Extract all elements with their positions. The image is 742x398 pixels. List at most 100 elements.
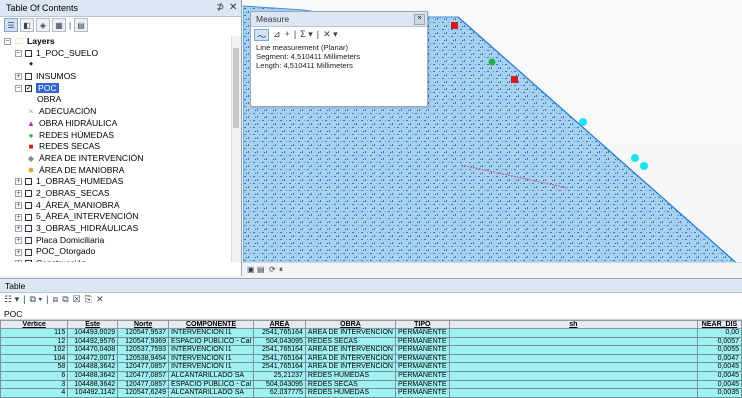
toc-item[interactable]: +4_ÁREA_MANIOBRA <box>4 200 230 212</box>
data-view-icon[interactable]: ▣ <box>247 265 255 274</box>
related-tables-icon[interactable]: ⧉ ▾ <box>29 294 43 304</box>
table-row[interactable]: 12 104492,9576 120547,9369 ESPACIO PÚBLICO … <box>0 336 742 347</box>
expand-icon[interactable]: + <box>15 260 22 262</box>
toc-item[interactable]: ◆ <box>4 59 230 71</box>
list-by-selection-icon[interactable]: ▦ <box>52 18 66 32</box>
toc-item[interactable]: OBRA <box>4 94 230 106</box>
clear-selection-icon[interactable]: ☒ <box>72 294 81 304</box>
expand-icon[interactable]: + <box>15 73 22 81</box>
table-options-icon[interactable]: ☷ ▾ <box>4 294 20 304</box>
expand-icon[interactable]: + <box>15 201 22 209</box>
toc-item[interactable]: − 🗀 Layers <box>4 36 230 48</box>
layer-visibility-checkbox[interactable] <box>25 201 32 209</box>
layer-visibility-checkbox[interactable] <box>25 213 32 221</box>
table-row[interactable]: 4 104492,1142 120547,6249 ALCANTARILLADO SA… <box>0 388 742 398</box>
toc-item[interactable]: ■ REDES SECAS <box>4 141 230 153</box>
table-cell: INTERVENCION I1 <box>168 328 255 338</box>
toc-item[interactable]: +3_OBRAS_HIDRÁULICAS <box>4 223 230 235</box>
toc-item[interactable]: ◆ ÁREA DE INTERVENCIÓN <box>4 153 230 165</box>
toc-item[interactable]: − ✓ POC <box>4 82 230 95</box>
scrollbar-thumb[interactable] <box>233 48 239 128</box>
measure-feature-icon[interactable]: + <box>284 29 290 39</box>
toc-item[interactable]: ▲ OBRA HIDRÁULICA <box>4 118 230 130</box>
toc-item[interactable]: + POC_Otorgado <box>4 246 230 258</box>
layer-visibility-checkbox[interactable] <box>25 260 32 262</box>
options-icon[interactable]: ▤ <box>74 18 88 32</box>
zoom-to-selected-icon[interactable]: ⎘ <box>84 294 92 304</box>
toc-item[interactable]: +5_ÁREA_INTERVENCIÓN <box>4 211 230 223</box>
layer-visibility-checkbox[interactable] <box>25 248 32 256</box>
table-row[interactable]: 104 104472,0071 120538,9454 INTERVENCION I1… <box>0 353 742 364</box>
expand-icon[interactable]: + <box>15 178 22 186</box>
layer-visibility-checkbox[interactable] <box>25 73 32 81</box>
toc-item[interactable]: ✸ ÁREA DE MANIOBRA <box>4 165 230 177</box>
cyan-point <box>640 162 648 170</box>
layer-visibility-checkbox[interactable] <box>25 236 32 244</box>
table-row[interactable]: 102 104470,0408 120537,7593 INTERVENCION I1… <box>0 345 742 355</box>
table-tab-poc[interactable]: POC <box>0 308 742 320</box>
column-header[interactable]: Vértice <box>0 320 69 329</box>
expand-icon[interactable]: + <box>15 213 22 221</box>
refresh-icon[interactable]: ⟳ <box>269 265 276 274</box>
table-cell: REDES SECAS <box>304 336 396 347</box>
table-row[interactable]: 6 104488,3642 120477,0857 ALCANTARILLADO SA… <box>0 370 742 381</box>
expand-icon[interactable]: + <box>15 236 22 244</box>
collapse-icon[interactable]: − <box>15 84 22 92</box>
toc-item[interactable]: + Placa Domiciliaria <box>4 235 230 247</box>
toc-item[interactable]: +2_OBRAS_SECAS <box>4 188 230 200</box>
list-by-drawing-order-icon[interactable]: ☰ <box>4 18 18 32</box>
table-cell: 120477,0857 <box>117 370 170 381</box>
layer-visibility-checkbox[interactable] <box>25 178 32 186</box>
toc-item[interactable]: + Construcción <box>4 258 230 262</box>
list-by-visibility-icon[interactable]: ◈ <box>36 18 50 32</box>
layer-visibility-checkbox[interactable]: ✓ <box>25 84 32 92</box>
pin-icon[interactable]: ⊅ <box>216 2 225 13</box>
column-header[interactable]: NEAR_DIS <box>697 320 742 329</box>
measure-line-icon[interactable]: 〜 <box>254 29 270 42</box>
column-header[interactable]: Este <box>67 320 119 329</box>
table-cell: ÁREA DE INTERVENCIÓN <box>304 328 396 338</box>
list-by-source-icon[interactable]: ◧ <box>20 18 34 32</box>
table-cell: 104488,3642 <box>67 362 119 372</box>
close-icon[interactable]: × <box>414 14 425 25</box>
table-cell <box>448 345 699 355</box>
measure-title-bar[interactable]: Measure × <box>251 12 427 27</box>
column-header[interactable]: sh <box>448 320 699 329</box>
table-row[interactable]: 115 104493,0029 120547,9537 INTERVENCION I1… <box>0 328 742 338</box>
expand-icon[interactable]: + <box>15 190 22 198</box>
table-cell: PERMANENTE <box>394 353 450 364</box>
redes-humedas-point <box>488 58 496 66</box>
measure-area-icon[interactable]: ⊿ <box>273 29 281 39</box>
column-header[interactable]: TIPO <box>394 320 450 329</box>
toc-item[interactable]: + INSUMOS <box>4 71 230 83</box>
toc-item[interactable]: − 1_POC_SUELO <box>4 48 230 60</box>
layout-view-icon[interactable]: ▤ <box>257 265 265 274</box>
column-header[interactable]: Norte <box>117 320 170 329</box>
delete-selected-icon[interactable]: ✕ <box>95 294 104 304</box>
layer-visibility-checkbox[interactable] <box>25 190 32 198</box>
close-icon[interactable]: ✕ <box>229 2 238 13</box>
layer-visibility-checkbox[interactable] <box>25 49 32 57</box>
clear-dropdown-icon[interactable]: ✕ ▾ <box>323 29 338 39</box>
switch-selection-icon[interactable]: ⧉ <box>62 294 69 304</box>
pause-drawing-icon[interactable]: ⏸ <box>279 265 283 274</box>
x-mark-icon: × <box>28 107 34 117</box>
toc-item[interactable]: ● REDES HÚMEDAS <box>4 130 230 142</box>
collapse-icon[interactable]: − <box>15 49 22 57</box>
toc-item[interactable]: × ADECUACIÓN <box>4 106 230 118</box>
toc-title-bar: Table Of Contents ⊅ ✕ <box>0 0 241 17</box>
layer-visibility-checkbox[interactable] <box>25 225 32 233</box>
toc-item[interactable]: +1_OBRAS_HUMEDAS <box>4 176 230 188</box>
table-row[interactable]: 3 104488,3642 120477,0857 ESPACIO PÚBLICO -… <box>0 379 742 390</box>
column-header[interactable]: COMPONENTE <box>168 320 255 329</box>
column-header[interactable]: ÁREA <box>253 320 306 329</box>
sum-dropdown-icon[interactable]: Σ ▾ <box>300 29 313 39</box>
star-icon: ✸ <box>27 165 35 175</box>
column-header[interactable]: OBRA <box>304 320 396 329</box>
toc-scrollbar[interactable] <box>231 36 241 262</box>
table-row[interactable]: 58 104488,3642 120477,0857 INTERVENCION I1 2… <box>0 362 742 372</box>
select-by-attributes-icon[interactable]: ⧈ <box>52 294 59 304</box>
expand-icon[interactable]: + <box>15 225 22 233</box>
collapse-icon[interactable]: − <box>4 38 11 46</box>
expand-icon[interactable]: + <box>15 248 22 256</box>
